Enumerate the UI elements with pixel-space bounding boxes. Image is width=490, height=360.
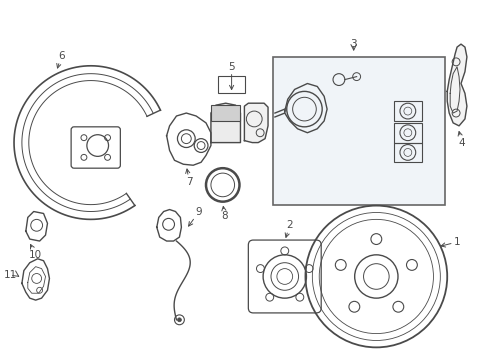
Text: 1: 1 [441,237,461,247]
Bar [218,76,245,93]
Bar [211,105,241,121]
Text: 6: 6 [57,51,65,68]
Polygon shape [245,103,268,143]
Circle shape [177,318,181,322]
Polygon shape [211,103,241,143]
Bar [394,123,421,143]
Text: 9: 9 [189,207,202,226]
Text: 8: 8 [221,207,228,221]
Bar [273,57,445,204]
Text: 3: 3 [350,39,357,49]
Text: 11: 11 [3,270,17,279]
Text: 5: 5 [228,62,235,90]
Bar [394,143,421,162]
Text: 4: 4 [458,131,466,148]
Polygon shape [447,44,467,126]
Text: 7: 7 [186,169,193,187]
Bar [394,101,421,121]
Text: 2: 2 [285,220,293,237]
Text: 10: 10 [29,244,42,260]
